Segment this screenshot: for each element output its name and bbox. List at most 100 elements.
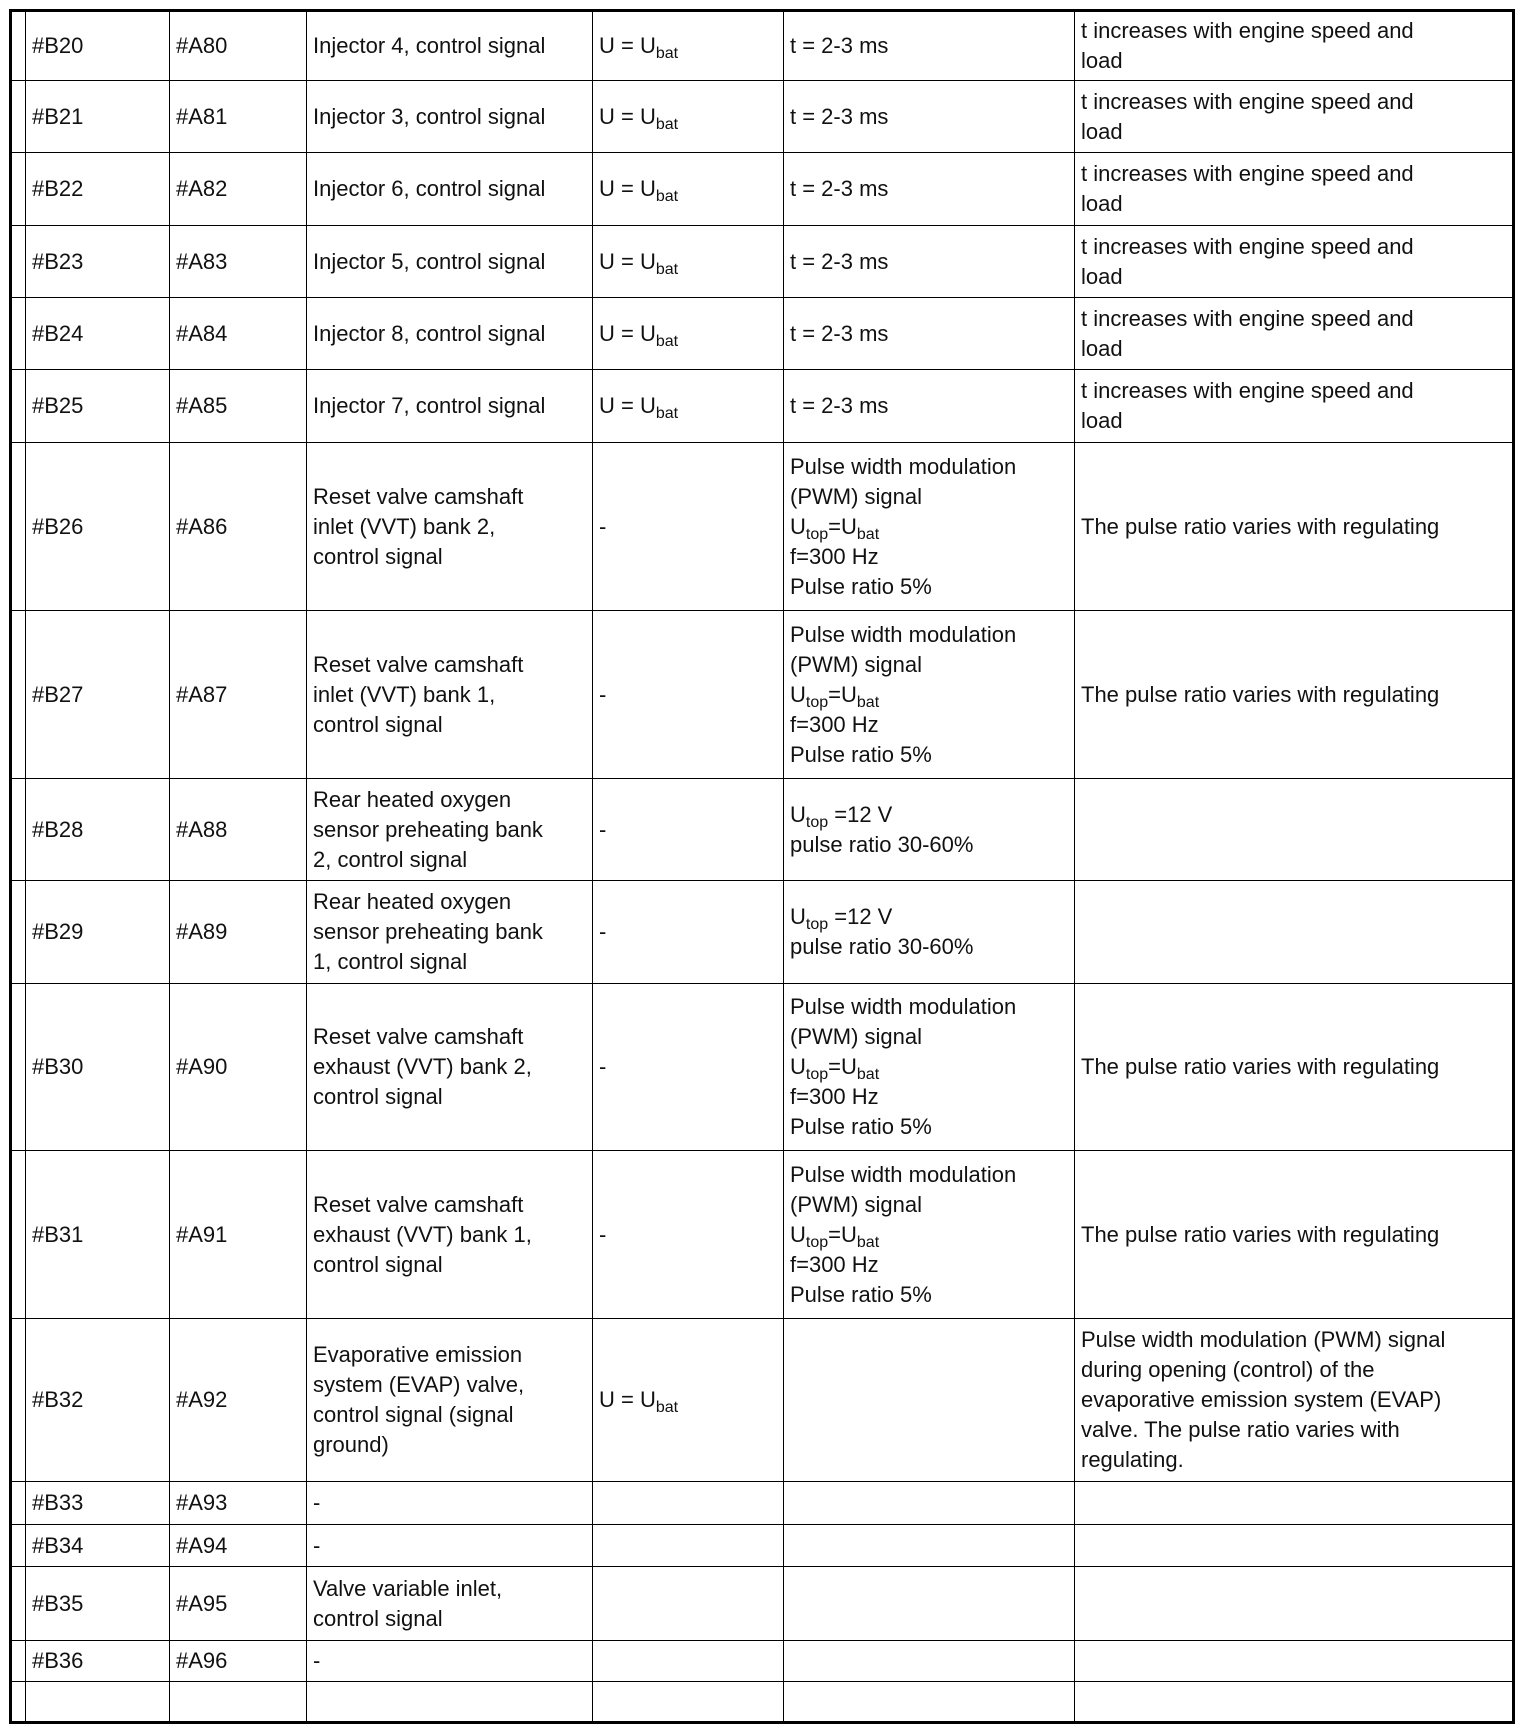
text: - xyxy=(599,816,607,842)
table-cell: #B36 xyxy=(25,1640,170,1682)
cell-line: Reset valve camshaft xyxy=(313,1190,586,1220)
text: (PWM) signal xyxy=(790,1191,923,1217)
table-row: #B36 #A96 - xyxy=(10,1640,1514,1682)
table-cell: U = Ubat xyxy=(592,225,784,298)
table-cell: t = 2-3 ms xyxy=(783,297,1075,370)
text: Pulse ratio 5% xyxy=(790,1114,932,1139)
text: control signal xyxy=(313,711,443,737)
text: =U xyxy=(828,513,857,539)
subscript: top xyxy=(805,525,829,543)
text: U = U xyxy=(599,320,656,346)
table-cell: U = Ubat xyxy=(592,1318,784,1482)
text: during opening (control) of the xyxy=(1081,1357,1375,1382)
table-cell: #A81 xyxy=(169,80,307,153)
cell-line: Utop=Ubat xyxy=(790,1220,1068,1251)
text: - xyxy=(313,1648,321,1673)
text: load xyxy=(1081,118,1123,144)
text: sensor preheating bank xyxy=(313,919,543,944)
table-cell: t = 2-3 ms xyxy=(783,10,1075,81)
text: U = U xyxy=(599,393,656,418)
text: control signal xyxy=(313,1084,443,1109)
table-cell: Pulse width modulation (PWM) signal durin… xyxy=(1074,1318,1514,1482)
cell-line: pulse ratio 30-60% xyxy=(790,932,1068,962)
table-cell xyxy=(1074,1566,1514,1641)
cell-line: f=300 Hz xyxy=(790,1082,1068,1112)
text: #B20 xyxy=(32,33,84,58)
table-cell: The pulse ratio varies with regulating xyxy=(1074,1150,1514,1319)
table-cell: #A82 xyxy=(169,152,307,226)
text: #A95 xyxy=(176,1590,228,1616)
cell-line: U = Ubat xyxy=(599,1385,777,1416)
text: Pulse ratio 5% xyxy=(790,741,932,767)
table-cell: - xyxy=(592,610,784,779)
subscript: bat xyxy=(655,1399,679,1416)
text: exhaust (VVT) bank 1, xyxy=(313,1221,532,1247)
cell-line: Pulse width modulation (PWM) signal xyxy=(1081,1325,1506,1355)
table-cell: #B31 xyxy=(25,1150,170,1319)
table-cell xyxy=(1074,880,1514,984)
text: Injector 6, control signal xyxy=(313,176,546,201)
margin-cell xyxy=(10,1481,26,1525)
text: #B22 xyxy=(32,176,84,201)
table-cell: U = Ubat xyxy=(592,10,784,81)
table-cell: #B33 xyxy=(25,1481,170,1525)
table-cell: #B22 xyxy=(25,152,170,226)
table-row: #B21 #A81 Injector 3, control signal U = Ub… xyxy=(10,80,1514,153)
text: U = U xyxy=(599,1387,656,1412)
margin-cell xyxy=(10,1681,26,1723)
table-cell: U = Ubat xyxy=(592,297,784,370)
text: (PWM) signal xyxy=(790,1024,923,1049)
table-row: #B31 #A91 Reset valve camshaft exhaust (VVT… xyxy=(10,1150,1514,1319)
table-cell: #A96 xyxy=(169,1640,307,1682)
table-cell: #B34 xyxy=(25,1524,170,1567)
table-cell xyxy=(592,1681,784,1723)
table-row: #B27 #A87 Reset valve camshaft inlet (VVT) … xyxy=(10,610,1514,779)
text: U = U xyxy=(599,103,656,129)
table-cell xyxy=(1074,1481,1514,1525)
table-cell: Pulse width modulation (PWM) signal Utop=U… xyxy=(783,1150,1075,1319)
cell-line: load xyxy=(1081,262,1506,292)
table-cell: #A95 xyxy=(169,1566,307,1641)
table-row: #B33 #A93 - xyxy=(10,1481,1514,1525)
cell-line: control signal xyxy=(313,1604,586,1634)
cell-line: Evaporative emission xyxy=(313,1340,586,1370)
text: #A83 xyxy=(176,248,228,274)
cell-line: load xyxy=(1081,46,1506,76)
table-cell: #A84 xyxy=(169,297,307,370)
table-cell: t increases with engine speed and load xyxy=(1074,369,1514,443)
text: f=300 Hz xyxy=(790,1084,879,1109)
cell-line: Pulse width modulation xyxy=(790,992,1068,1022)
cell-line: control signal (signal xyxy=(313,1400,586,1430)
table-cell: Rear heated oxygen sensor preheating bank… xyxy=(306,880,593,984)
cell-line: inlet (VVT) bank 1, xyxy=(313,680,586,710)
text: #B26 xyxy=(32,513,84,539)
table-row: #B35 #A95 Valve variable inlet, control sig… xyxy=(10,1566,1514,1641)
text: system (EVAP) valve, xyxy=(313,1372,525,1397)
table-row: #B23 #A83 Injector 5, control signal U = Ub… xyxy=(10,225,1514,298)
table-cell: The pulse ratio varies with regulating xyxy=(1074,983,1514,1151)
table-cell xyxy=(592,1566,784,1641)
table-cell: t = 2-3 ms xyxy=(783,152,1075,226)
cell-line: (PWM) signal xyxy=(790,1190,1068,1220)
cell-line: Pulse width modulation xyxy=(790,1160,1068,1190)
table-cell: #B28 xyxy=(25,778,170,881)
text: Reset valve camshaft xyxy=(313,651,524,677)
cell-line: control signal xyxy=(313,1250,586,1280)
text: U = U xyxy=(599,33,656,58)
table-cell xyxy=(1074,1640,1514,1682)
text: evaporative emission system (EVAP) xyxy=(1081,1387,1442,1412)
table-cell: #B26 xyxy=(25,442,170,611)
table-cell: Rear heated oxygen sensor preheating bank… xyxy=(306,778,593,881)
cell-line: (PWM) signal xyxy=(790,650,1068,680)
table-cell: #B35 xyxy=(25,1566,170,1641)
table-cell: #A93 xyxy=(169,1481,307,1525)
table-row: #B22 #A82 Injector 6, control signal U = Ub… xyxy=(10,152,1514,226)
cell-line: evaporative emission system (EVAP) xyxy=(1081,1385,1506,1415)
cell-line: inlet (VVT) bank 2, xyxy=(313,512,586,542)
text: #B33 xyxy=(32,1490,84,1515)
margin-cell xyxy=(10,983,26,1151)
cell-line: ground) xyxy=(313,1430,586,1460)
cell-line: Valve variable inlet, xyxy=(313,1574,586,1604)
